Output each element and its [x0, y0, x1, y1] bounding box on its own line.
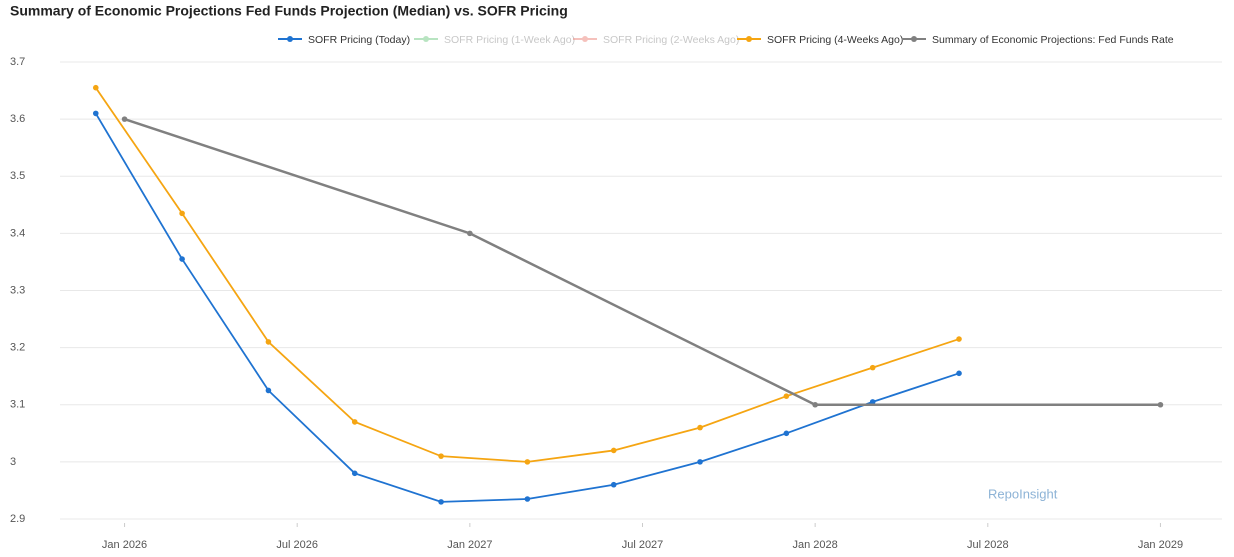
data-point [351, 419, 358, 425]
data-point [438, 499, 444, 505]
legend-item[interactable]: SOFR Pricing (4-Weeks Ago) [737, 34, 903, 46]
data-point [524, 496, 531, 502]
data-point [179, 210, 185, 217]
legend-marker [746, 36, 752, 42]
y-tick-label: 3 [10, 456, 16, 468]
legend-label: SOFR Pricing (4-Weeks Ago) [767, 34, 903, 46]
legend-item[interactable]: SOFR Pricing (Today) [278, 34, 410, 46]
series-line [124, 117, 1161, 406]
data-point [783, 430, 790, 437]
x-tick-label: Jan 2029 [1138, 539, 1183, 551]
x-tick-label: Jan 2028 [793, 539, 838, 551]
data-point [1157, 401, 1164, 408]
x-tick-label: Jul 2026 [276, 539, 318, 551]
y-tick-label: 3.3 [10, 284, 25, 296]
legend-marker [287, 36, 293, 42]
data-point [265, 387, 272, 394]
x-tick-label: Jan 2027 [447, 539, 492, 551]
legend-item[interactable]: SOFR Pricing (1-Week Ago) [414, 34, 575, 46]
data-point [438, 453, 444, 459]
watermark: RepoInsight [988, 486, 1058, 501]
legend-label: SOFR Pricing (Today) [308, 34, 410, 46]
x-tick-label: Jul 2027 [622, 539, 664, 551]
y-tick-label: 3.6 [10, 113, 25, 125]
data-point [265, 339, 272, 345]
data-point [783, 393, 790, 399]
data-point [351, 470, 358, 477]
data-point [956, 336, 962, 342]
x-tick-label: Jul 2028 [967, 539, 1009, 551]
y-tick-label: 3.4 [10, 227, 25, 239]
series-line [95, 112, 960, 503]
data-point [956, 370, 962, 377]
y-tick-label: 3.2 [10, 342, 25, 354]
data-point [179, 256, 185, 262]
legend-item[interactable]: SOFR Pricing (2-Weeks Ago) [573, 34, 739, 46]
data-point [610, 447, 617, 454]
legend-label: SOFR Pricing (2-Weeks Ago) [603, 34, 739, 46]
data-point [121, 116, 128, 122]
data-point [697, 424, 703, 431]
legend-label: Summary of Economic Projections: Fed Fun… [932, 34, 1174, 46]
legend-item[interactable]: Summary of Economic Projections: Fed Fun… [902, 34, 1174, 46]
y-tick-label: 2.9 [10, 513, 25, 525]
data-point [524, 459, 531, 465]
data-point [869, 399, 876, 405]
legend-marker [911, 36, 917, 42]
legend-marker [582, 36, 588, 42]
y-tick-label: 3.5 [10, 170, 25, 182]
data-point [610, 481, 617, 488]
y-tick-label: 3.1 [10, 399, 25, 411]
data-point [812, 401, 818, 408]
legend-marker [423, 36, 429, 42]
data-point [697, 459, 703, 465]
data-point [92, 110, 99, 117]
legend-label: SOFR Pricing (1-Week Ago) [444, 34, 575, 46]
x-tick-label: Jan 2026 [102, 539, 147, 551]
data-point [467, 230, 473, 237]
y-tick-label: 3.7 [10, 56, 25, 68]
data-point [869, 364, 876, 371]
chart-title: Summary of Economic Projections Fed Fund… [10, 3, 568, 19]
data-point [92, 84, 99, 91]
